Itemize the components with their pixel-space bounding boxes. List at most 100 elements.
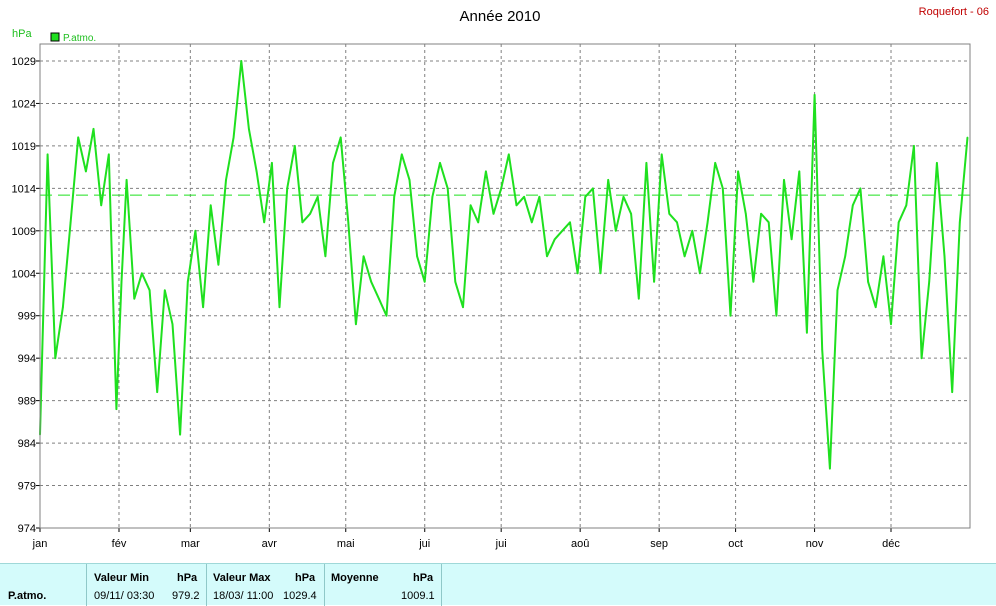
x-tick-label: mai (337, 538, 355, 550)
data-point (806, 331, 808, 334)
data-point (225, 179, 227, 181)
data-point (744, 213, 747, 215)
data-point (202, 306, 204, 309)
data-point (882, 255, 885, 258)
data-point (959, 221, 961, 224)
stats-min-cell: Valeur Min hPa 09/11/ 03:30 979.2 (86, 564, 206, 606)
data-point (798, 170, 801, 173)
data-point (890, 323, 892, 326)
data-point (263, 221, 266, 224)
series-layer (39, 60, 970, 470)
stats-mean-value: 1009.1 (401, 590, 435, 602)
data-point (813, 94, 816, 96)
data-point (553, 238, 556, 241)
y-axis-unit: hPa (12, 28, 32, 40)
data-point (844, 255, 846, 258)
stats-mean-cell: Moyenne hPa 1009.1 (324, 564, 442, 606)
stats-min-date: 09/11/ 03:30 (94, 590, 155, 602)
data-point (179, 433, 181, 436)
data-point (500, 187, 502, 190)
data-point (836, 289, 839, 292)
stats-bar: P.atmo. Valeur Min hPa 09/11/ 03:30 979.… (0, 563, 996, 606)
data-point (332, 162, 334, 164)
data-point (125, 179, 128, 181)
data-point (324, 255, 327, 258)
data-point (599, 272, 602, 275)
data-point (615, 230, 617, 232)
data-point (546, 255, 548, 258)
data-point (301, 221, 304, 224)
data-point (416, 255, 418, 258)
data-point (729, 314, 732, 317)
data-point (316, 196, 319, 198)
data-point (485, 170, 487, 173)
data-point (171, 323, 174, 326)
y-tick-label: 1029 (12, 56, 36, 68)
x-tick-label: avr (262, 538, 278, 550)
stats-mean-unit: hPa (413, 572, 434, 584)
data-point (699, 272, 701, 275)
data-point (446, 187, 449, 190)
data-point (706, 221, 709, 224)
data-point (286, 187, 288, 190)
x-tick-label: déc (882, 538, 900, 550)
data-point (668, 213, 671, 215)
stats-series-name: P.atmo. (8, 590, 47, 602)
data-point (271, 162, 273, 164)
data-point (867, 280, 869, 283)
data-point (660, 153, 663, 156)
data-point (278, 306, 281, 309)
data-point (362, 255, 365, 258)
data-point (477, 221, 480, 224)
stats-min-value: 979.2 (172, 590, 200, 602)
data-point (569, 221, 571, 224)
data-point (508, 153, 510, 156)
x-tick-label: nov (806, 538, 824, 550)
x-tick-label: fév (112, 538, 127, 550)
data-point (378, 297, 380, 300)
stats-mean-header: Moyenne (331, 572, 379, 584)
data-point (120, 280, 123, 283)
data-point (530, 221, 533, 224)
data-point (217, 263, 220, 266)
stats-max-unit: hPa (295, 572, 316, 584)
data-point (115, 408, 118, 410)
data-point (401, 153, 403, 156)
data-point (141, 272, 143, 275)
data-point (783, 179, 785, 181)
y-tick-label: 979 (18, 481, 36, 493)
data-point (790, 238, 793, 241)
data-point (232, 136, 235, 139)
data-point (775, 314, 778, 317)
data-point (194, 230, 197, 232)
data-point (408, 179, 411, 181)
data-point (469, 204, 472, 207)
stats-max-cell: Valeur Max hPa 18/03/ 11:00 1029.4 (206, 564, 324, 606)
data-point (760, 213, 762, 215)
data-point (62, 306, 64, 309)
data-point (897, 221, 900, 224)
data-point (133, 297, 136, 300)
data-point (492, 213, 495, 215)
data-point (714, 162, 717, 164)
legend-label: P.atmo. (63, 33, 96, 44)
data-point (107, 153, 110, 156)
data-point (347, 221, 350, 224)
data-point (622, 196, 625, 198)
data-point (851, 204, 854, 207)
data-point (462, 306, 464, 309)
y-tick-label: 994 (18, 353, 36, 365)
x-tick-label: jui (418, 538, 430, 550)
data-point (248, 128, 250, 130)
data-point (737, 170, 739, 173)
data-point (752, 280, 755, 283)
data-point (339, 136, 342, 139)
data-point (821, 348, 824, 351)
data-point (370, 280, 373, 283)
data-point (943, 255, 946, 258)
data-point (423, 280, 426, 283)
y-tick-label: 1004 (12, 268, 36, 280)
data-point (920, 357, 923, 359)
x-tick-label: jan (32, 538, 48, 550)
data-point (859, 187, 862, 190)
